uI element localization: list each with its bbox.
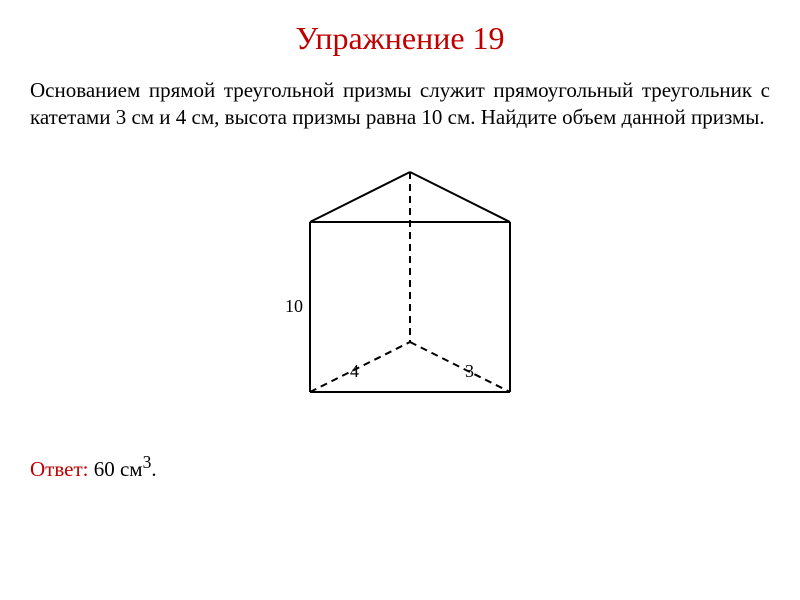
bottom-right-back-edge: [410, 342, 510, 392]
top-right-edge: [410, 172, 510, 222]
answer-label: Ответ:: [30, 457, 88, 481]
top-left-edge: [310, 172, 410, 222]
height-label: 10: [285, 296, 303, 316]
problem-statement: Основанием прямой треугольной призмы слу…: [30, 77, 770, 132]
answer-suffix: .: [151, 457, 156, 481]
bottom-left-back-edge: [310, 342, 410, 392]
leg1-label: 4: [350, 361, 359, 381]
answer-value: 60 см3.: [94, 457, 157, 481]
exercise-title: Упражнение 19: [30, 20, 770, 57]
answer-text: 60 см: [94, 457, 143, 481]
answer-line: Ответ: 60 см3.: [30, 452, 770, 482]
prism-figure: 10 4 3: [250, 162, 550, 412]
prism-svg: 10 4 3: [250, 162, 550, 412]
leg2-label: 3: [465, 361, 474, 381]
figure-container: 10 4 3: [30, 162, 770, 412]
